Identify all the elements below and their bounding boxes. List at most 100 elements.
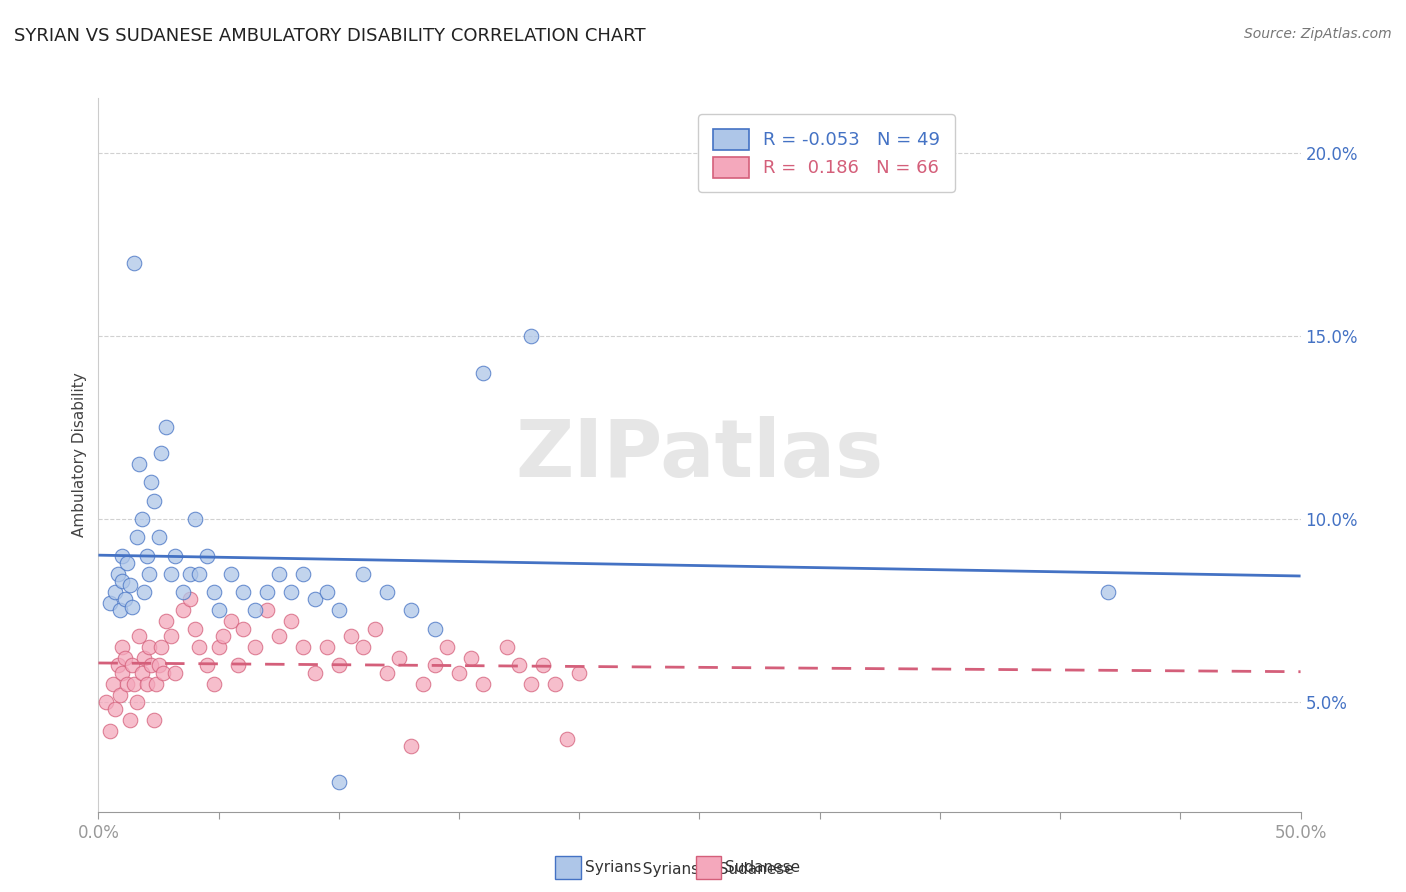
Point	[388, 651, 411, 665]
Point	[125, 530, 148, 544]
Point	[375, 665, 398, 680]
Point	[460, 651, 482, 665]
Point	[508, 658, 530, 673]
Point	[423, 658, 446, 673]
Point	[256, 603, 278, 617]
Point	[188, 566, 211, 581]
Point	[155, 615, 177, 629]
Point	[138, 566, 160, 581]
Point	[100, 724, 122, 739]
Point	[148, 530, 170, 544]
Point	[108, 603, 131, 617]
Point	[117, 676, 139, 690]
Point	[256, 585, 278, 599]
Point	[131, 665, 153, 680]
Point	[226, 658, 249, 673]
Point	[423, 622, 446, 636]
Point	[179, 566, 201, 581]
Point	[195, 549, 218, 563]
Point	[172, 585, 194, 599]
Y-axis label: Ambulatory Disability: Ambulatory Disability	[72, 373, 87, 537]
Point	[315, 640, 337, 654]
Point	[364, 622, 387, 636]
Point	[219, 615, 242, 629]
Point	[568, 665, 591, 680]
Text: ZIPatlas: ZIPatlas	[516, 416, 883, 494]
Point	[208, 640, 231, 654]
Point	[128, 629, 150, 643]
Point	[165, 549, 187, 563]
Point	[183, 512, 205, 526]
Point	[118, 578, 141, 592]
Point	[104, 702, 127, 716]
Text: Source: ZipAtlas.com: Source: ZipAtlas.com	[1244, 27, 1392, 41]
Point	[132, 651, 155, 665]
Point	[128, 457, 150, 471]
Point	[108, 688, 131, 702]
Point	[375, 585, 398, 599]
Point	[142, 493, 165, 508]
Point	[328, 775, 350, 789]
Point	[107, 566, 129, 581]
Point	[243, 603, 266, 617]
Point	[111, 574, 134, 589]
Point	[472, 366, 495, 380]
Point	[304, 665, 326, 680]
Point	[232, 585, 254, 599]
Point	[107, 658, 129, 673]
Point	[352, 640, 374, 654]
Point	[436, 640, 458, 654]
Point	[399, 739, 422, 753]
Point	[352, 566, 374, 581]
Point	[1097, 585, 1119, 599]
Point	[165, 665, 187, 680]
Point	[315, 585, 337, 599]
Point	[142, 713, 165, 727]
Point	[132, 585, 155, 599]
Point	[124, 256, 146, 270]
Point	[121, 658, 143, 673]
Point	[328, 603, 350, 617]
Point	[219, 566, 242, 581]
Point	[291, 640, 314, 654]
Point	[520, 676, 543, 690]
Point	[212, 629, 235, 643]
Point	[111, 665, 134, 680]
Point	[114, 651, 136, 665]
Point	[149, 446, 172, 460]
Point	[280, 585, 302, 599]
Point	[472, 676, 495, 690]
Point	[243, 640, 266, 654]
Point	[94, 695, 117, 709]
Point	[155, 420, 177, 434]
Point	[179, 592, 201, 607]
Point	[121, 599, 143, 614]
Point	[328, 658, 350, 673]
Point	[125, 695, 148, 709]
Point	[267, 566, 290, 581]
Point	[100, 596, 122, 610]
Point	[291, 566, 314, 581]
Text: Syrians    Sudanese: Syrians Sudanese	[633, 863, 793, 877]
Point	[202, 676, 225, 690]
Text: Sudanese: Sudanese	[725, 861, 800, 875]
Point	[135, 549, 157, 563]
Point	[111, 640, 134, 654]
Point	[531, 658, 554, 673]
Point	[152, 665, 174, 680]
Point	[148, 658, 170, 673]
Point	[280, 615, 302, 629]
Point	[208, 603, 231, 617]
Point	[172, 603, 194, 617]
Text: Syrians: Syrians	[585, 861, 641, 875]
Point	[141, 475, 163, 490]
Point	[399, 603, 422, 617]
Point	[267, 629, 290, 643]
Point	[183, 622, 205, 636]
Point	[496, 640, 519, 654]
Point	[447, 665, 470, 680]
Point	[111, 549, 134, 563]
Point	[159, 629, 181, 643]
Point	[101, 676, 124, 690]
Point	[304, 592, 326, 607]
